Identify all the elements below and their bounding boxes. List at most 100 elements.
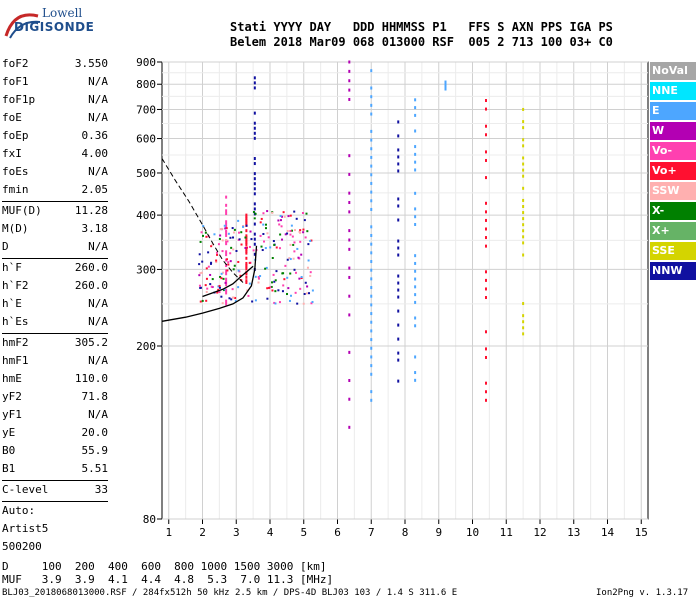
echo-dot: [224, 227, 227, 230]
echo-dot: [397, 148, 400, 152]
echo-dot: [231, 227, 234, 230]
echo-dot: [204, 284, 207, 287]
echo-dot: [279, 233, 282, 236]
echo-dot: [306, 230, 309, 233]
echo-dot: [221, 227, 224, 230]
param-value: 5.51: [81, 462, 109, 475]
echo-dot: [370, 277, 373, 281]
echo-dot: [230, 298, 233, 301]
echo-dot: [370, 95, 373, 99]
legend-item: NNW: [650, 262, 696, 280]
param-row: MUF(D) 11.28: [2, 202, 108, 220]
param-row: h`E N/A: [2, 295, 108, 313]
echo-dot: [210, 285, 213, 288]
echo-dot: [237, 260, 240, 263]
y-tick-label: 300: [136, 263, 156, 276]
echo-dot: [348, 69, 351, 73]
echo-dot: [245, 280, 248, 284]
auto-text: Artist5: [2, 522, 49, 535]
legend-item: Vo+: [650, 162, 696, 180]
echo-dot: [485, 355, 487, 359]
echo-dot: [522, 168, 525, 172]
param-name: B0: [2, 444, 16, 457]
echo-dot: [267, 236, 270, 239]
echo-dot: [286, 232, 289, 235]
echo-dot: [414, 106, 417, 110]
echo-dot: [220, 277, 223, 280]
y-tick-label: 900: [136, 56, 156, 69]
echo-dot: [219, 228, 222, 231]
echo-dot: [245, 239, 248, 243]
echo-dot: [288, 299, 291, 302]
echo-dot: [522, 223, 525, 227]
echo-dot: [290, 294, 293, 297]
echo-dot: [397, 204, 400, 208]
echo-dot: [397, 281, 400, 285]
header-columns: Stati YYYY DAY DDD HHMMSS P1 FFS S AXN P…: [230, 20, 613, 34]
param-row: foF1 N/A: [2, 73, 108, 91]
echo-dot: [229, 260, 232, 263]
mirror-curve-dashed: [161, 158, 244, 283]
echo-dot: [348, 397, 351, 401]
echo-dot: [414, 129, 417, 133]
echo-dot: [370, 86, 373, 90]
echo-dot: [397, 337, 400, 341]
echo-dot: [397, 351, 400, 355]
y-tick-label: 500: [136, 167, 156, 180]
echo-dot: [292, 243, 295, 246]
echo-dot: [286, 229, 289, 232]
echo-dot: [217, 243, 220, 246]
echo-dot: [370, 364, 373, 368]
echo-dot: [522, 302, 525, 306]
echo-dot: [303, 219, 306, 222]
legend-item: E: [650, 102, 696, 120]
echo-dot: [522, 217, 525, 221]
echo-dot: [370, 225, 373, 229]
echo-dot: [522, 144, 525, 148]
echo-dot: [305, 212, 308, 215]
echo-dot: [229, 252, 232, 255]
echo-dot: [297, 256, 300, 259]
echo-dot: [225, 227, 228, 230]
param-name: fxI: [2, 147, 22, 160]
auto-text: 500200: [2, 540, 42, 553]
echo-dot: [226, 240, 229, 243]
echo-dot: [220, 295, 223, 298]
echo-dot: [414, 113, 417, 117]
echo-dot: [485, 176, 487, 180]
echo-dot: [294, 271, 297, 274]
echo-dot: [253, 252, 256, 256]
echo-dot: [397, 288, 400, 292]
echo-dot: [253, 237, 256, 241]
echo-dot: [302, 302, 305, 305]
echo-dot: [370, 129, 373, 133]
echo-dot: [252, 210, 255, 213]
echo-dot: [370, 251, 373, 255]
echo-dot: [370, 355, 373, 359]
echo-dot: [348, 154, 351, 158]
echo-dot: [257, 281, 260, 284]
echo-dot: [348, 350, 351, 354]
echo-dot: [248, 282, 251, 285]
echo-dot: [223, 288, 226, 291]
echo-dot: [233, 264, 236, 267]
echo-dot: [262, 232, 265, 235]
echo-dot: [414, 300, 417, 304]
echo-dot: [211, 243, 214, 246]
echo-dot: [198, 284, 201, 287]
y-tick-label: 80: [143, 513, 156, 526]
ordinary-trace-line: [161, 245, 258, 322]
echo-dot: [262, 212, 265, 215]
param-value: N/A: [88, 315, 108, 328]
param-name: D: [2, 240, 9, 253]
echo-dot: [245, 246, 248, 249]
echo-dot: [245, 229, 248, 233]
echo-dot: [289, 214, 292, 217]
echo-dot: [210, 245, 213, 248]
echo-dot: [397, 239, 400, 243]
echo-dot: [281, 215, 284, 218]
legend-item: NNE: [650, 82, 696, 100]
echo-dot: [209, 283, 212, 286]
echo-dot: [414, 371, 417, 375]
legend-item: SSE: [650, 242, 696, 260]
